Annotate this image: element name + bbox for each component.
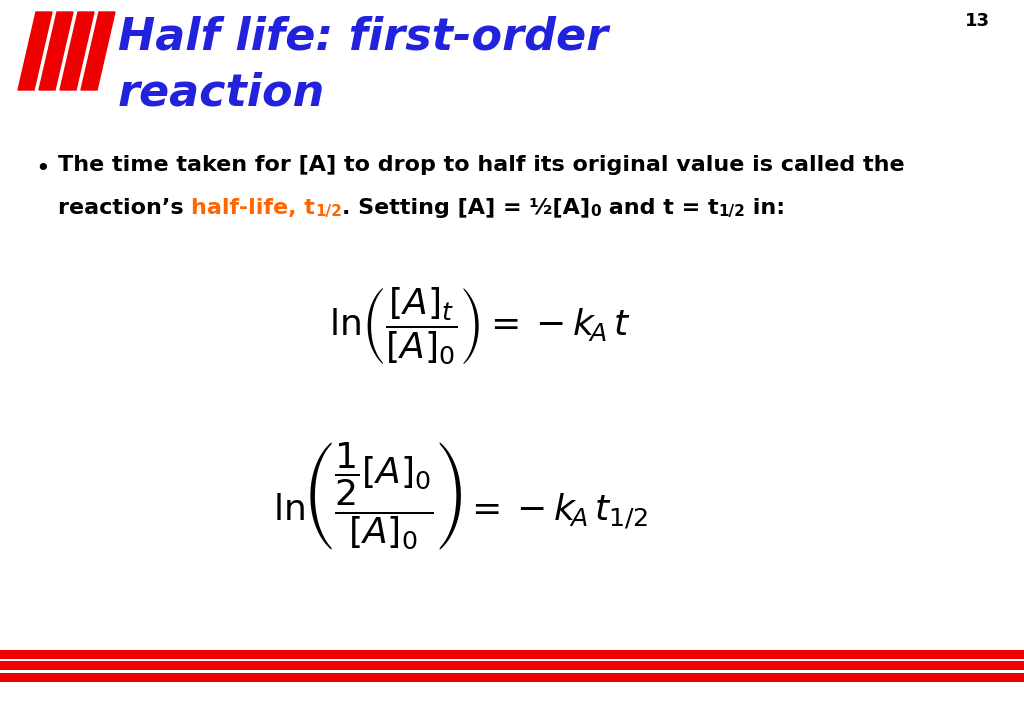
- Bar: [0, 650, 1024, 659]
- Text: $\ln\!\left(\dfrac{\dfrac{1}{2}[A]_0}{[A]_0}\right) = -k_{\!A}\,t_{1/2}$: $\ln\!\left(\dfrac{\dfrac{1}{2}[A]_0}{[A…: [272, 440, 647, 552]
- Text: half-life, t: half-life, t: [191, 198, 315, 218]
- Text: 1/2: 1/2: [719, 204, 745, 219]
- Text: •: •: [35, 157, 50, 181]
- Text: in:: in:: [745, 198, 785, 218]
- Text: $\ln\!\left(\dfrac{[A]_t}{[A]_0}\right) = -k_{\!A}\,t$: $\ln\!\left(\dfrac{[A]_t}{[A]_0}\right) …: [329, 285, 631, 366]
- Text: 1/2: 1/2: [315, 204, 342, 219]
- Polygon shape: [81, 12, 115, 90]
- Bar: [0, 661, 1024, 670]
- Text: . Setting [A] = ½[A]: . Setting [A] = ½[A]: [342, 198, 590, 218]
- Text: 13: 13: [965, 12, 990, 30]
- Text: reaction’s: reaction’s: [58, 198, 191, 218]
- Polygon shape: [39, 12, 73, 90]
- Polygon shape: [60, 12, 94, 90]
- Text: 0: 0: [590, 204, 601, 219]
- Text: reaction: reaction: [118, 72, 326, 115]
- Polygon shape: [18, 12, 52, 90]
- Text: and t = t: and t = t: [601, 198, 719, 218]
- Text: The time taken for [A] to drop to half its original value is called the: The time taken for [A] to drop to half i…: [58, 155, 904, 175]
- Bar: [0, 673, 1024, 682]
- Text: Half life: first-order: Half life: first-order: [118, 15, 608, 58]
